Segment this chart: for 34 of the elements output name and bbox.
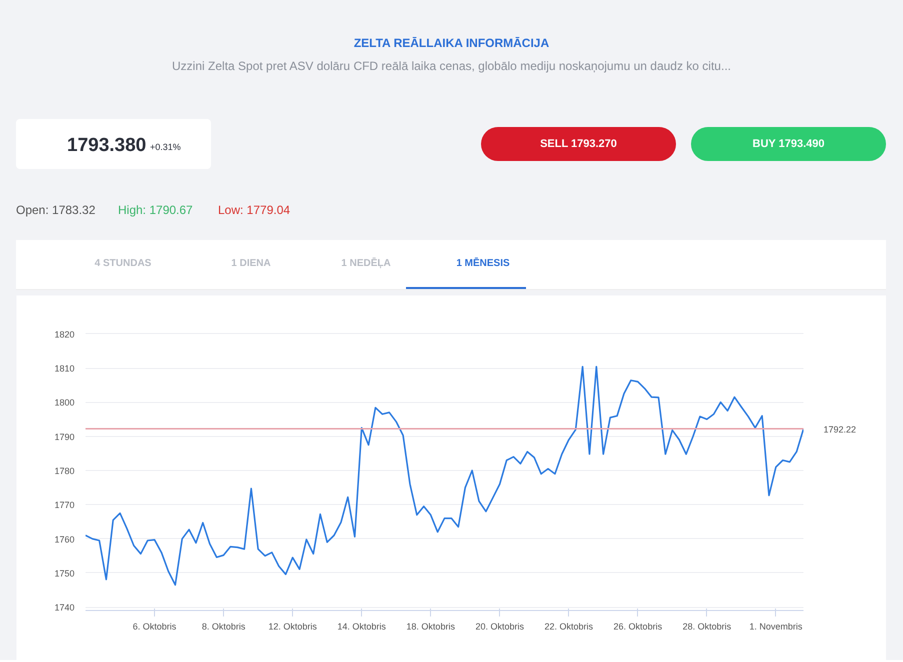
chart-title: ZELTA REĀLLAIKA INFORMĀCIJA [352, 35, 550, 52]
text: 1 NEDĒĻA [340, 257, 392, 271]
text: High: 1790.67 [118, 202, 193, 219]
text: 1 DIENA [230, 257, 272, 271]
text: Open: 1783.32 [16, 202, 96, 219]
text: 4 STUNDAS [94, 257, 152, 271]
text: Low: 1779.04 [218, 202, 290, 219]
line-series [86, 366, 804, 586]
text: 1 MĒNESIS [455, 257, 511, 271]
y-tick-label: 1760 [54, 534, 75, 544]
ref-line-label: 1792.22 [824, 424, 856, 434]
text: +0.31% [150, 141, 181, 154]
y-tick-label: 1750 [54, 568, 75, 578]
x-tick-label: 14. Oktobris [337, 622, 386, 632]
text: BUY 1793.490 [752, 137, 826, 152]
x-tick-label: 28. Oktobris [682, 622, 732, 632]
y-tick-label: 1770 [54, 500, 75, 510]
x-tick-label: 8. Oktobris [202, 622, 246, 632]
text: 1793.380 [67, 134, 146, 158]
y-tick-label: 1800 [54, 398, 75, 408]
y-tick-label: 1740 [54, 602, 75, 613]
x-tick-label: 26. Oktobris [614, 622, 663, 632]
x-tick-label: 12. Oktobris [268, 622, 318, 632]
x-tick-label: 18. Oktobris [406, 622, 456, 632]
y-tick-label: 1820 [54, 329, 75, 340]
chart-subtitle: Uzzini Zelta Spot pret ASV dolāru CFD reālā laika cenas, globālo mediju noskaņojumu un daudz ko citu... [171, 58, 732, 75]
y-tick-label: 1790 [54, 432, 75, 442]
x-tick-label: 1. Novembris [749, 622, 803, 632]
x-tick-label: 6. Oktobris [132, 622, 177, 632]
x-tick-label: 22. Oktobris [544, 622, 594, 632]
y-tick-label: 1810 [54, 364, 75, 374]
y-tick-label: 1780 [54, 466, 75, 476]
text: SELL 1793.270 [539, 137, 618, 152]
x-tick-label: 20. Oktobris [475, 622, 524, 632]
